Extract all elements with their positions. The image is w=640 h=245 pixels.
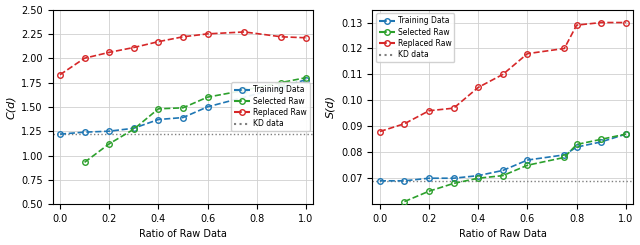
Legend: Training Data, Selected Raw, Replaced Raw, KD data: Training Data, Selected Raw, Replaced Ra… bbox=[376, 13, 454, 62]
Y-axis label: S(d): S(d) bbox=[326, 95, 336, 118]
Y-axis label: C(d): C(d) bbox=[6, 95, 15, 119]
Legend: Training Data, Selected Raw, Replaced Raw, KD data: Training Data, Selected Raw, Replaced Ra… bbox=[231, 82, 310, 131]
X-axis label: Ratio of Raw Data: Ratio of Raw Data bbox=[139, 230, 227, 239]
X-axis label: Ratio of Raw Data: Ratio of Raw Data bbox=[459, 230, 547, 239]
